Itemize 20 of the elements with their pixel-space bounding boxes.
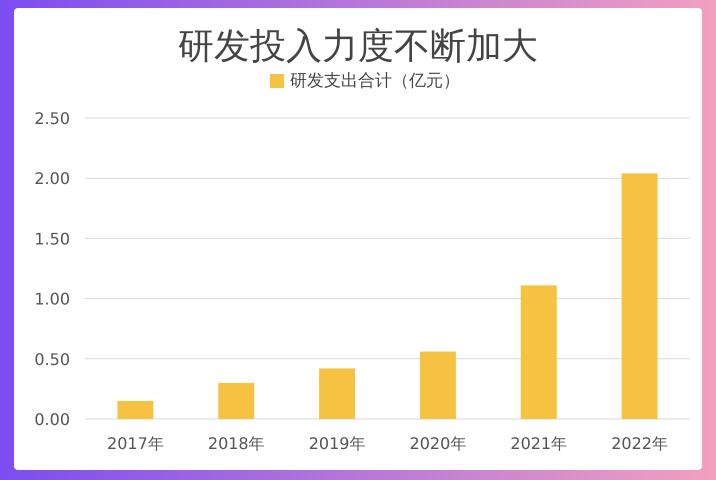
bar (319, 368, 356, 419)
bar (622, 173, 658, 419)
bar (520, 285, 557, 419)
x-tick-label: 2022年 (611, 434, 668, 453)
y-tick-label: 1.00 (34, 290, 70, 309)
x-tick-label: 2017年 (107, 434, 164, 453)
y-tick-label: 2.00 (34, 169, 70, 188)
legend-label: 研发支出合计（亿元） (290, 71, 460, 91)
bar (420, 352, 456, 419)
y-tick-label: 0.50 (34, 350, 70, 369)
x-tick-label: 2019年 (308, 434, 366, 453)
x-tick-label: 2018年 (208, 434, 265, 453)
chart-title: 研发投入力度不断加大 (178, 26, 538, 67)
y-tick-label: 1.50 (34, 229, 70, 248)
bar (117, 400, 154, 419)
y-tick-label: 0.00 (34, 410, 70, 429)
x-tick-label: 2020年 (410, 434, 466, 453)
x-tick-label: 2021年 (510, 434, 568, 453)
y-tick-label: 2.50 (34, 109, 70, 128)
bar (218, 382, 254, 419)
